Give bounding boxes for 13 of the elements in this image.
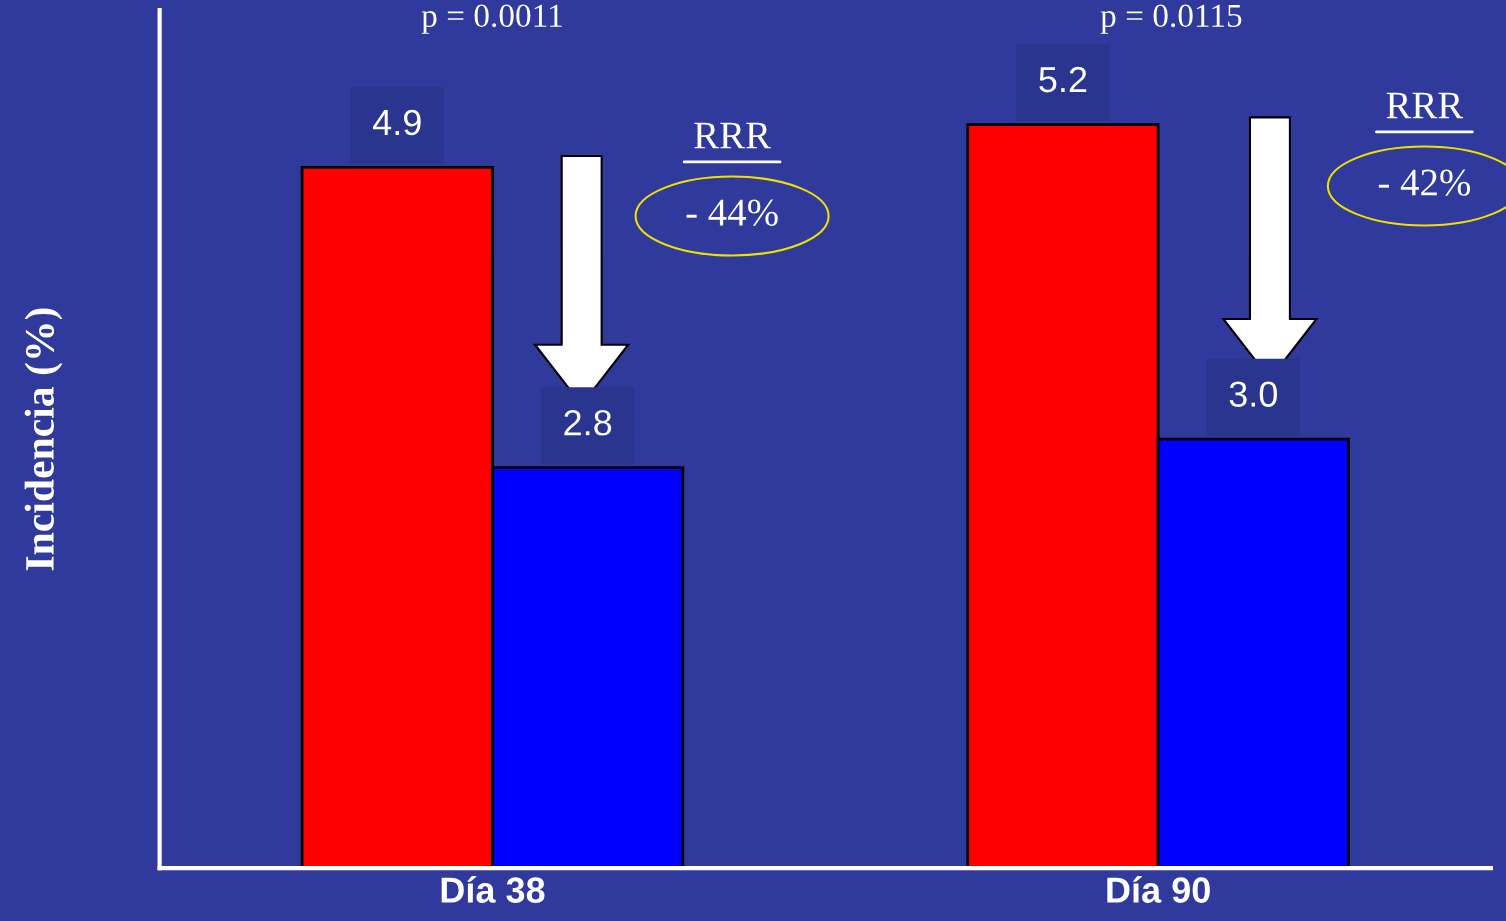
annotation: RRR xyxy=(1386,92,1464,119)
x-tick-label: Día 38 xyxy=(441,876,545,903)
annotation: - 42% xyxy=(1378,169,1471,196)
annotation: RRR xyxy=(694,122,771,149)
data-label: 5.2 xyxy=(1039,66,1087,93)
data-label: 4.9 xyxy=(373,109,421,136)
annotation: p = 0.0115 xyxy=(1100,4,1242,34)
data-label: 3.0 xyxy=(1229,381,1277,407)
y-axis-title: Incidencia (%) xyxy=(24,308,63,571)
data-label: 2.8 xyxy=(564,409,612,436)
annotation: p = 0.0011 xyxy=(421,4,562,34)
x-tick-label: Día 90 xyxy=(1107,876,1210,903)
annotation: - 44% xyxy=(686,199,778,226)
